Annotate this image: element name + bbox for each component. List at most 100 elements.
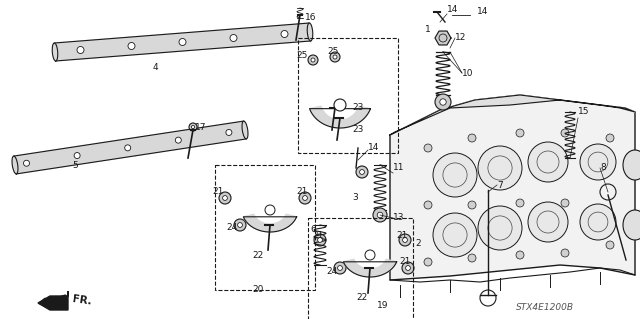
Circle shape	[440, 99, 446, 105]
Circle shape	[377, 212, 383, 218]
Text: 11: 11	[393, 164, 404, 173]
Circle shape	[561, 199, 569, 207]
Circle shape	[561, 129, 569, 137]
Circle shape	[424, 201, 432, 209]
Text: 21: 21	[396, 231, 408, 240]
Circle shape	[237, 223, 243, 227]
Text: 21: 21	[312, 231, 324, 240]
Circle shape	[606, 241, 614, 249]
Circle shape	[77, 47, 84, 54]
Circle shape	[478, 206, 522, 250]
Polygon shape	[435, 31, 451, 45]
Circle shape	[314, 234, 326, 246]
Circle shape	[303, 196, 307, 200]
Circle shape	[399, 234, 411, 246]
Circle shape	[334, 262, 346, 274]
Polygon shape	[243, 214, 296, 232]
Polygon shape	[13, 121, 246, 174]
Circle shape	[234, 219, 246, 231]
Circle shape	[516, 251, 524, 259]
Circle shape	[175, 137, 181, 143]
Circle shape	[311, 58, 315, 62]
Ellipse shape	[623, 150, 640, 180]
Circle shape	[179, 39, 186, 46]
Ellipse shape	[307, 23, 313, 41]
Circle shape	[230, 34, 237, 41]
Text: 14: 14	[477, 8, 488, 17]
Text: STX4E1200B: STX4E1200B	[516, 303, 574, 313]
Text: FR.: FR.	[72, 294, 93, 306]
Circle shape	[561, 249, 569, 257]
Circle shape	[317, 238, 323, 242]
Text: 14: 14	[368, 144, 380, 152]
Circle shape	[402, 262, 414, 274]
Text: 21: 21	[399, 257, 411, 266]
Text: 5: 5	[72, 160, 78, 169]
Text: 15: 15	[578, 108, 589, 116]
Text: 25: 25	[296, 50, 308, 60]
Ellipse shape	[623, 210, 640, 240]
Text: 16: 16	[305, 13, 317, 23]
Bar	[298, 38, 398, 153]
Circle shape	[606, 134, 614, 142]
Text: 20: 20	[252, 286, 264, 294]
Circle shape	[223, 196, 227, 200]
Circle shape	[360, 170, 364, 174]
Text: 3: 3	[352, 194, 358, 203]
Polygon shape	[390, 95, 635, 135]
Bar	[215, 165, 315, 290]
Text: 8: 8	[600, 164, 605, 173]
Circle shape	[226, 130, 232, 136]
Circle shape	[373, 208, 387, 222]
Text: 24: 24	[227, 224, 237, 233]
Circle shape	[406, 266, 410, 271]
Circle shape	[516, 199, 524, 207]
Circle shape	[191, 125, 195, 129]
Polygon shape	[38, 291, 68, 310]
Text: 22: 22	[252, 250, 264, 259]
Text: 7: 7	[497, 181, 503, 189]
Circle shape	[189, 123, 197, 131]
Circle shape	[356, 166, 368, 178]
Text: 22: 22	[356, 293, 367, 302]
Circle shape	[219, 192, 231, 204]
Text: 14: 14	[447, 5, 458, 14]
Text: 12: 12	[455, 33, 467, 42]
Polygon shape	[344, 259, 397, 277]
Circle shape	[468, 254, 476, 262]
FancyArrowPatch shape	[40, 296, 65, 304]
Text: 4: 4	[152, 63, 158, 72]
Circle shape	[403, 238, 408, 242]
Circle shape	[580, 204, 616, 240]
Text: 6: 6	[310, 226, 316, 234]
Ellipse shape	[12, 156, 18, 174]
Polygon shape	[310, 106, 371, 128]
Text: 19: 19	[377, 300, 388, 309]
Ellipse shape	[242, 121, 248, 139]
Circle shape	[478, 146, 522, 190]
Text: 13: 13	[393, 213, 404, 222]
Text: 25: 25	[327, 48, 339, 56]
Circle shape	[580, 144, 616, 180]
Circle shape	[433, 213, 477, 257]
Text: 23: 23	[352, 125, 364, 135]
Bar	[308, 218, 413, 319]
Circle shape	[468, 201, 476, 209]
Circle shape	[308, 55, 318, 65]
Circle shape	[128, 42, 135, 49]
Text: 23: 23	[352, 103, 364, 113]
Circle shape	[435, 94, 451, 110]
Text: 21: 21	[212, 188, 224, 197]
Ellipse shape	[52, 43, 58, 61]
Circle shape	[125, 145, 131, 151]
Circle shape	[516, 129, 524, 137]
Circle shape	[299, 192, 311, 204]
Circle shape	[365, 250, 375, 260]
Text: 2: 2	[415, 239, 420, 248]
Circle shape	[330, 52, 340, 62]
Circle shape	[281, 31, 288, 38]
Circle shape	[333, 55, 337, 59]
Circle shape	[265, 205, 275, 215]
Text: 1: 1	[425, 26, 431, 34]
Circle shape	[433, 153, 477, 197]
